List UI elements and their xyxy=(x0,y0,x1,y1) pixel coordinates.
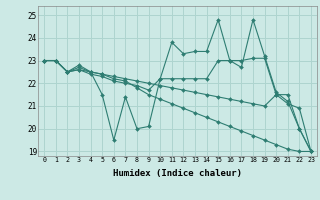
X-axis label: Humidex (Indice chaleur): Humidex (Indice chaleur) xyxy=(113,169,242,178)
